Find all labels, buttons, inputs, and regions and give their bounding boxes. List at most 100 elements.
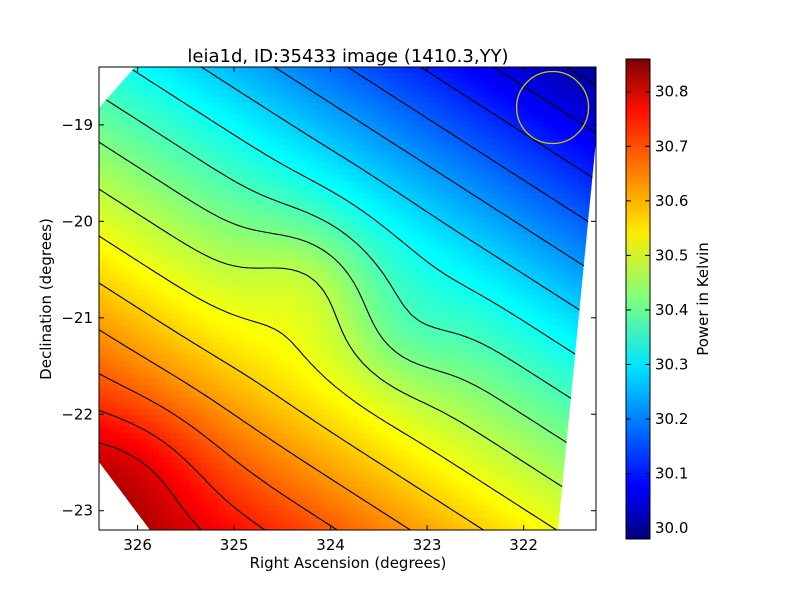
power-cell	[213, 157, 220, 164]
power-cell	[435, 85, 442, 92]
power-cell	[147, 121, 154, 128]
power-cell	[231, 121, 238, 128]
power-cell	[333, 181, 340, 188]
power-cell	[381, 169, 388, 176]
power-cell	[483, 67, 490, 74]
power-cell	[321, 73, 328, 80]
power-cell	[489, 73, 496, 80]
power-cell	[327, 235, 334, 242]
power-cell	[417, 127, 424, 134]
power-cell	[189, 295, 196, 302]
power-cell	[219, 193, 226, 200]
power-cell	[549, 391, 556, 398]
power-cell	[411, 379, 418, 386]
power-cell	[393, 373, 400, 380]
power-cell	[333, 421, 340, 428]
power-cell	[561, 247, 568, 254]
power-cell	[567, 349, 574, 356]
power-cell	[309, 169, 316, 176]
power-cell	[417, 193, 424, 200]
power-cell	[441, 421, 448, 428]
power-cell	[111, 169, 118, 176]
power-cell	[447, 331, 454, 338]
power-cell	[429, 349, 436, 356]
power-cell	[183, 391, 190, 398]
power-cell	[453, 187, 460, 194]
power-cell	[429, 205, 436, 212]
power-cell	[579, 181, 586, 188]
power-cell	[207, 199, 214, 206]
power-cell	[249, 181, 256, 188]
power-cell	[549, 277, 556, 284]
power-cell	[393, 73, 400, 80]
power-cell	[249, 325, 256, 332]
power-cell	[255, 325, 262, 332]
power-cell	[405, 169, 412, 176]
power-cell	[375, 277, 382, 284]
power-cell	[357, 169, 364, 176]
power-cell	[525, 193, 532, 200]
power-cell	[549, 205, 556, 212]
power-cell	[249, 199, 256, 206]
power-cell	[207, 115, 214, 122]
power-cell	[567, 133, 574, 140]
power-cell	[189, 127, 196, 134]
power-cell	[399, 361, 406, 368]
power-cell	[453, 247, 460, 254]
power-cell	[147, 355, 154, 362]
power-cell	[255, 181, 262, 188]
power-cell	[429, 151, 436, 158]
power-cell	[435, 361, 442, 368]
power-cell	[105, 235, 112, 242]
power-cell	[153, 187, 160, 194]
power-cell	[513, 223, 520, 230]
power-cell	[519, 403, 526, 410]
power-cell	[417, 409, 424, 416]
power-cell	[183, 121, 190, 128]
power-cell	[291, 259, 298, 266]
power-cell	[297, 265, 304, 272]
power-cell	[549, 403, 556, 410]
power-cell	[219, 319, 226, 326]
power-cell	[153, 115, 160, 122]
power-cell	[465, 181, 472, 188]
power-cell	[135, 265, 142, 272]
power-cell	[291, 175, 298, 182]
power-cell	[579, 115, 586, 122]
power-cell	[105, 211, 112, 218]
power-cell	[465, 157, 472, 164]
power-cell	[105, 181, 112, 188]
power-cell	[381, 355, 388, 362]
power-cell	[237, 313, 244, 320]
power-cell	[345, 409, 352, 416]
power-cell	[111, 133, 118, 140]
power-cell	[123, 175, 130, 182]
power-cell	[453, 337, 460, 344]
power-cell	[249, 85, 256, 92]
power-cell	[339, 211, 346, 218]
power-cell	[201, 283, 208, 290]
power-cell	[195, 145, 202, 152]
power-cell	[111, 313, 118, 320]
power-cell	[339, 73, 346, 80]
power-cell	[447, 151, 454, 158]
power-cell	[555, 91, 562, 98]
power-cell	[573, 349, 580, 356]
power-cell	[189, 349, 196, 356]
power-cell	[327, 343, 334, 350]
power-cell	[117, 391, 124, 398]
power-cell	[297, 85, 304, 92]
power-cell	[591, 115, 596, 122]
power-cell	[309, 349, 316, 356]
power-cell	[291, 217, 298, 224]
power-cell	[123, 247, 130, 254]
power-cell	[273, 205, 280, 212]
power-cell	[339, 349, 346, 356]
power-cell	[537, 229, 544, 236]
power-cell	[315, 103, 322, 110]
power-cell	[273, 259, 280, 266]
power-cell	[111, 259, 118, 266]
power-cell	[363, 193, 370, 200]
power-cell	[195, 97, 202, 104]
power-cell	[531, 283, 538, 290]
